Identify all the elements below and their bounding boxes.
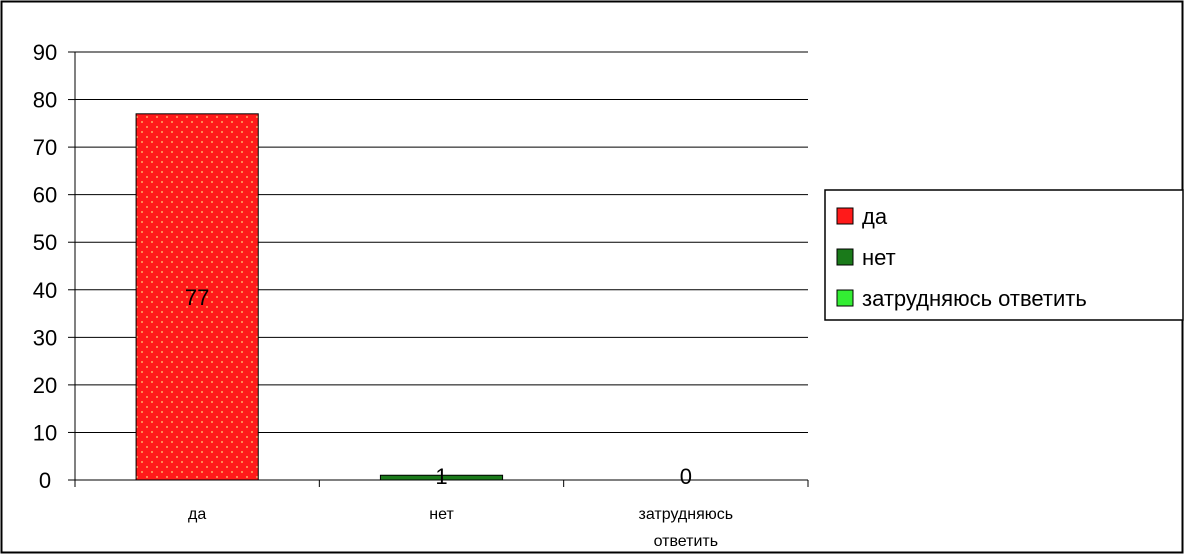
y-tick-label: 30 — [33, 325, 57, 350]
legend-box — [824, 189, 1184, 321]
y-tick-label: 40 — [33, 278, 57, 303]
legend: да нет затрудняюсь ответить — [824, 189, 1184, 321]
y-tick-label: 90 — [33, 40, 57, 65]
legend-swatch — [836, 248, 854, 266]
data-label: 1 — [435, 464, 447, 489]
y-tick-label: 0 — [39, 468, 51, 493]
bar-1 — [135, 113, 259, 481]
legend-label: нет — [862, 245, 896, 270]
y-tick-label: 10 — [33, 420, 57, 445]
data-labels: 77 1 0 — [185, 285, 692, 489]
y-tick-label: 70 — [33, 135, 57, 160]
legend-label: затрудняюсь ответить — [862, 286, 1087, 311]
x-tick-label: да — [188, 506, 206, 523]
legend-swatch — [836, 289, 854, 307]
x-tick-label: нет — [429, 506, 454, 523]
x-axis: да нет затрудняюсь ответить — [74, 479, 809, 550]
y-tick-label: 20 — [33, 373, 57, 398]
legend-label: да — [862, 204, 888, 229]
y-tick-label: 60 — [33, 183, 57, 208]
y-axis: 0 10 20 30 40 50 60 70 80 90 — [33, 40, 76, 493]
legend-swatch — [836, 207, 854, 225]
data-label: 0 — [680, 464, 692, 489]
bar-2 — [379, 474, 504, 481]
x-tick-label: затрудняюсь ответить — [639, 506, 734, 550]
bars — [135, 113, 504, 481]
data-label: 77 — [185, 285, 209, 310]
y-tick-label: 80 — [33, 88, 57, 113]
y-tick-label: 50 — [33, 230, 57, 255]
